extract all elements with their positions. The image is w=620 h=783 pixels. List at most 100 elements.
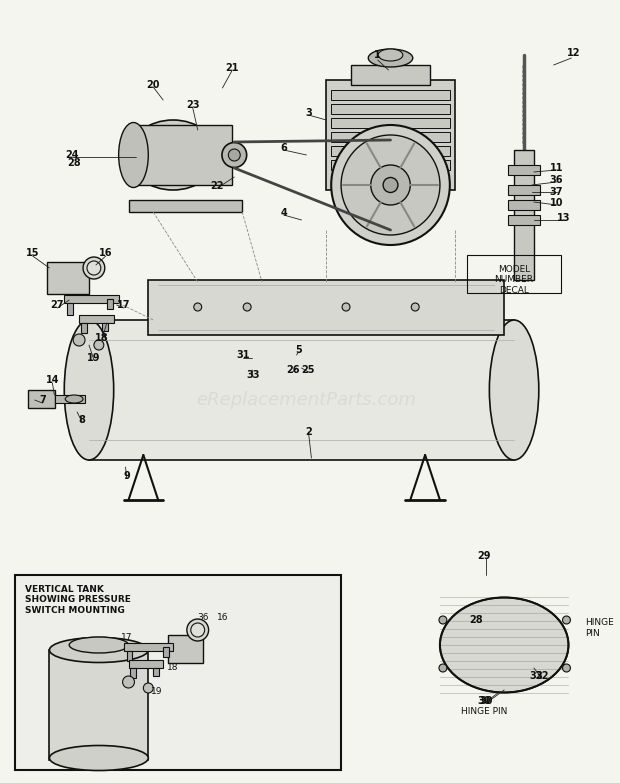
Text: HINGE PIN: HINGE PIN	[461, 708, 508, 716]
Text: 21: 21	[226, 63, 239, 73]
Ellipse shape	[371, 165, 410, 205]
Text: 30: 30	[480, 696, 493, 706]
Text: 23: 23	[186, 100, 200, 110]
Bar	[331, 160, 450, 170]
Ellipse shape	[411, 303, 419, 311]
Bar	[508, 200, 540, 210]
Ellipse shape	[228, 149, 240, 161]
Bar	[514, 150, 534, 280]
Bar	[89, 320, 514, 460]
Bar	[79, 315, 113, 323]
Ellipse shape	[243, 303, 251, 311]
Text: 5: 5	[295, 345, 302, 355]
Bar	[326, 80, 454, 190]
Bar	[163, 647, 169, 657]
Bar	[351, 65, 430, 85]
Text: 9: 9	[123, 471, 130, 481]
Bar	[81, 323, 87, 333]
Bar	[55, 395, 85, 403]
Text: 32: 32	[529, 671, 542, 681]
Text: 2: 2	[305, 427, 312, 437]
Bar	[48, 262, 89, 294]
Text: 1: 1	[374, 50, 381, 60]
Ellipse shape	[194, 303, 202, 311]
Bar	[508, 215, 540, 225]
Text: 16: 16	[217, 612, 228, 622]
Bar	[508, 165, 540, 175]
Text: 37: 37	[550, 187, 564, 197]
Text: 28: 28	[68, 158, 81, 168]
Text: 29: 29	[477, 551, 491, 561]
Ellipse shape	[341, 135, 440, 235]
Bar	[126, 651, 133, 661]
Bar	[128, 660, 163, 668]
Text: 19: 19	[87, 353, 100, 363]
Text: 28: 28	[470, 615, 484, 625]
Ellipse shape	[440, 597, 569, 692]
Text: 11: 11	[550, 163, 564, 173]
Text: 26: 26	[286, 365, 299, 375]
Text: HINGE
PIN: HINGE PIN	[585, 619, 614, 637]
Ellipse shape	[94, 340, 104, 350]
Text: 33: 33	[246, 370, 260, 380]
Text: eReplacementParts.com: eReplacementParts.com	[197, 391, 417, 409]
Ellipse shape	[187, 619, 208, 641]
Text: 13: 13	[557, 213, 570, 223]
Bar	[133, 125, 232, 185]
Bar	[28, 390, 55, 408]
Ellipse shape	[50, 637, 148, 662]
Text: 20: 20	[146, 80, 160, 90]
Text: 17: 17	[117, 300, 130, 310]
Ellipse shape	[342, 303, 350, 311]
Text: 15: 15	[26, 248, 40, 258]
Ellipse shape	[50, 745, 148, 770]
Ellipse shape	[64, 320, 113, 460]
Ellipse shape	[191, 623, 205, 637]
Bar	[331, 132, 450, 142]
Bar	[331, 104, 450, 114]
Ellipse shape	[439, 616, 447, 624]
Bar	[130, 668, 136, 678]
Bar	[331, 90, 450, 100]
Text: 30: 30	[477, 696, 491, 706]
Text: 10: 10	[550, 198, 564, 208]
Bar	[331, 146, 450, 156]
Text: 25: 25	[302, 365, 315, 375]
Ellipse shape	[83, 257, 105, 279]
Bar	[467, 255, 560, 293]
Text: 16: 16	[99, 248, 113, 258]
Text: 3: 3	[305, 108, 312, 118]
Bar	[15, 575, 341, 770]
Bar	[50, 650, 148, 760]
Ellipse shape	[136, 128, 210, 182]
Ellipse shape	[222, 143, 247, 168]
Bar	[331, 118, 450, 128]
Text: 4: 4	[280, 208, 287, 218]
Ellipse shape	[73, 334, 85, 346]
Ellipse shape	[65, 395, 83, 403]
Ellipse shape	[378, 49, 403, 61]
Text: 18: 18	[95, 333, 108, 343]
Bar	[148, 280, 504, 335]
Bar	[508, 185, 540, 195]
Text: 32: 32	[535, 671, 549, 681]
Ellipse shape	[128, 120, 218, 190]
Text: 27: 27	[51, 300, 64, 310]
Ellipse shape	[368, 49, 413, 67]
Text: 17: 17	[121, 633, 132, 643]
Ellipse shape	[143, 683, 153, 693]
Text: 12: 12	[567, 48, 580, 58]
Text: VERTICAL TANK
SHOWING PRESSURE
SWITCH MOUNTING: VERTICAL TANK SHOWING PRESSURE SWITCH MO…	[25, 585, 131, 615]
Text: 7: 7	[39, 395, 46, 405]
Text: 22: 22	[211, 181, 224, 191]
Bar	[168, 635, 203, 663]
Ellipse shape	[489, 320, 539, 460]
Ellipse shape	[439, 664, 447, 672]
Bar	[107, 299, 113, 309]
Ellipse shape	[331, 125, 450, 245]
Ellipse shape	[69, 637, 128, 653]
Bar	[67, 303, 73, 315]
Text: 36: 36	[550, 175, 564, 185]
Text: 6: 6	[280, 143, 287, 153]
Text: MODEL
NUMBER
DECAL: MODEL NUMBER DECAL	[495, 265, 534, 295]
